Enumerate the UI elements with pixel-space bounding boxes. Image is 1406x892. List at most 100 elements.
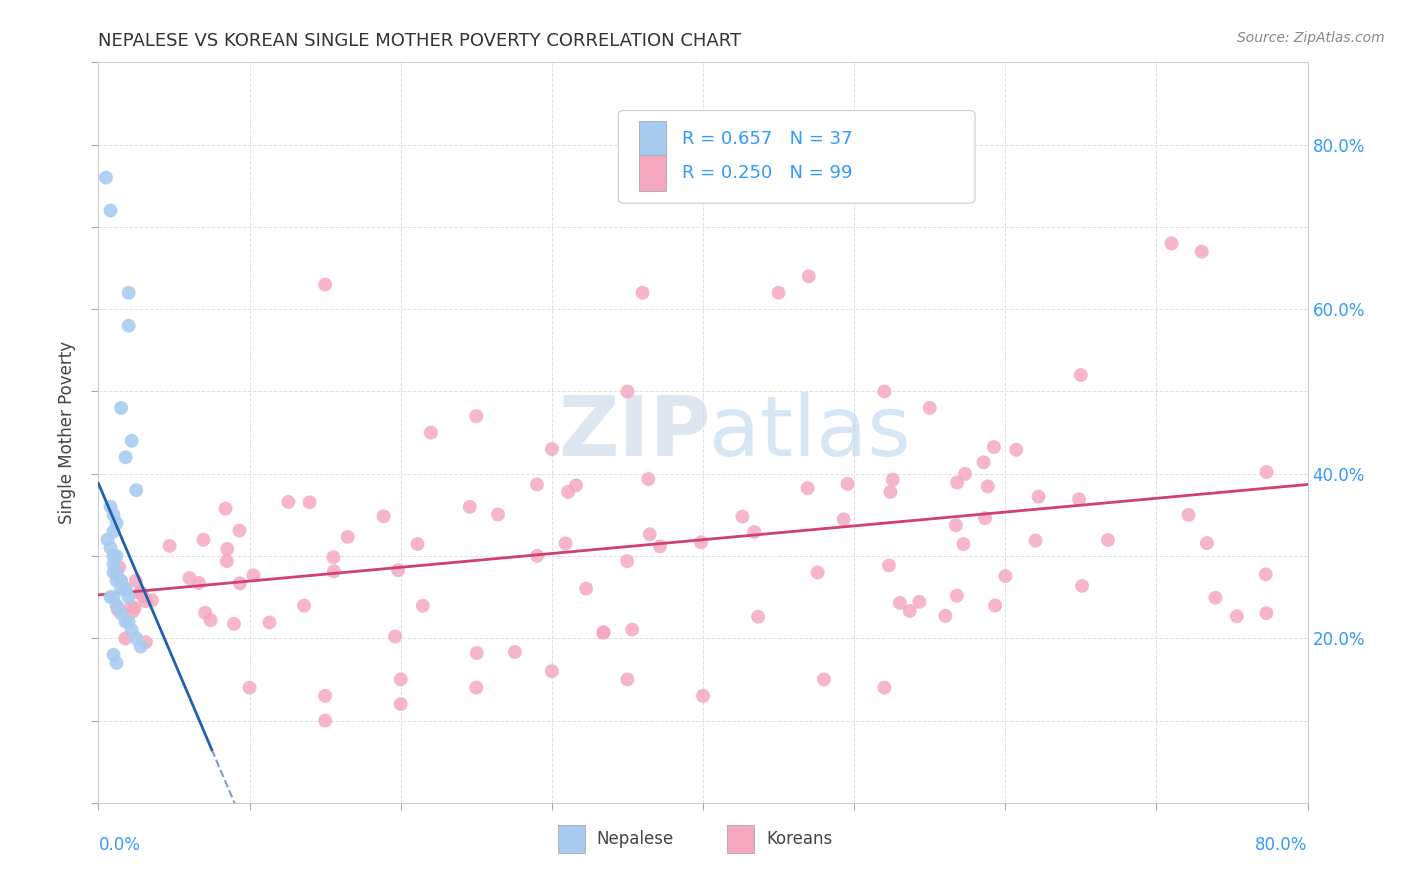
Point bbox=[1025, 533, 1047, 548]
Point bbox=[592, 625, 614, 640]
Point bbox=[373, 509, 395, 524]
Bar bbox=[727, 825, 754, 853]
Point bbox=[540, 664, 562, 678]
Point bbox=[107, 603, 129, 617]
Point bbox=[100, 590, 122, 604]
Point bbox=[526, 549, 548, 563]
Point bbox=[389, 697, 412, 711]
Point bbox=[121, 605, 143, 619]
Point bbox=[1160, 236, 1182, 251]
Point bbox=[131, 589, 153, 603]
Point bbox=[526, 477, 548, 491]
Bar bbox=[638, 155, 665, 191]
Point bbox=[314, 689, 336, 703]
Point bbox=[747, 609, 769, 624]
Point bbox=[214, 501, 236, 516]
Point bbox=[110, 574, 132, 588]
Point bbox=[1195, 536, 1218, 550]
Point bbox=[103, 566, 125, 580]
Point bbox=[114, 615, 136, 629]
Point bbox=[946, 589, 969, 603]
Point bbox=[934, 608, 956, 623]
Point bbox=[292, 599, 315, 613]
Point bbox=[420, 425, 443, 440]
Y-axis label: Single Mother Poverty: Single Mother Poverty bbox=[58, 341, 76, 524]
Point bbox=[637, 472, 659, 486]
Text: R = 0.250   N = 99: R = 0.250 N = 99 bbox=[682, 164, 853, 182]
Bar bbox=[558, 825, 585, 853]
Point bbox=[105, 574, 128, 588]
Point bbox=[807, 566, 830, 580]
Point bbox=[458, 500, 481, 514]
Point bbox=[118, 590, 141, 604]
Point bbox=[557, 484, 579, 499]
Point bbox=[229, 576, 252, 591]
Point bbox=[873, 681, 896, 695]
Point bbox=[141, 593, 163, 607]
Point bbox=[898, 604, 921, 618]
Point bbox=[973, 455, 995, 469]
Point bbox=[1191, 244, 1213, 259]
Point bbox=[239, 681, 262, 695]
Point bbox=[638, 527, 661, 541]
Text: Koreans: Koreans bbox=[766, 830, 832, 848]
Point bbox=[1067, 492, 1090, 507]
Point bbox=[118, 318, 141, 333]
Point bbox=[105, 516, 128, 530]
Point bbox=[125, 574, 148, 588]
Point bbox=[908, 595, 931, 609]
Point bbox=[103, 549, 125, 563]
Point bbox=[222, 616, 245, 631]
Point bbox=[215, 554, 238, 568]
Point bbox=[621, 623, 644, 637]
Point bbox=[554, 536, 576, 550]
Point bbox=[1256, 465, 1278, 479]
Point bbox=[631, 285, 654, 300]
Point bbox=[503, 645, 526, 659]
Point bbox=[813, 673, 835, 687]
Point bbox=[540, 442, 562, 456]
Point bbox=[277, 495, 299, 509]
Text: ZIP: ZIP bbox=[558, 392, 710, 473]
Text: 0.0%: 0.0% bbox=[98, 836, 141, 855]
Point bbox=[616, 673, 638, 687]
Point bbox=[110, 574, 132, 588]
Point bbox=[121, 434, 143, 448]
Point bbox=[768, 285, 790, 300]
Point bbox=[100, 541, 122, 555]
Point bbox=[323, 565, 346, 579]
Bar bbox=[638, 121, 665, 156]
Point bbox=[877, 558, 900, 573]
Point bbox=[977, 479, 1000, 493]
Point bbox=[690, 535, 713, 549]
Point bbox=[918, 401, 941, 415]
Point bbox=[1226, 609, 1249, 624]
Point bbox=[565, 478, 588, 492]
Point bbox=[486, 508, 509, 522]
Point bbox=[465, 409, 488, 424]
Point bbox=[200, 613, 222, 627]
Point bbox=[105, 656, 128, 670]
Point bbox=[124, 601, 146, 615]
Point bbox=[193, 533, 215, 547]
Point bbox=[217, 541, 239, 556]
Point bbox=[1028, 490, 1050, 504]
Point bbox=[125, 632, 148, 646]
Point bbox=[105, 566, 128, 580]
Point bbox=[616, 554, 638, 568]
Point bbox=[135, 594, 157, 608]
Point bbox=[412, 599, 434, 613]
Point bbox=[129, 640, 152, 654]
Point bbox=[259, 615, 281, 630]
Point bbox=[110, 401, 132, 415]
FancyBboxPatch shape bbox=[619, 111, 976, 203]
Point bbox=[194, 606, 217, 620]
Point bbox=[731, 509, 754, 524]
Point bbox=[179, 571, 201, 585]
Point bbox=[1254, 567, 1277, 582]
Text: atlas: atlas bbox=[709, 392, 911, 473]
Text: NEPALESE VS KOREAN SINGLE MOTHER POVERTY CORRELATION CHART: NEPALESE VS KOREAN SINGLE MOTHER POVERTY… bbox=[98, 32, 741, 50]
Point bbox=[135, 635, 157, 649]
Point bbox=[946, 475, 969, 490]
Point bbox=[118, 285, 141, 300]
